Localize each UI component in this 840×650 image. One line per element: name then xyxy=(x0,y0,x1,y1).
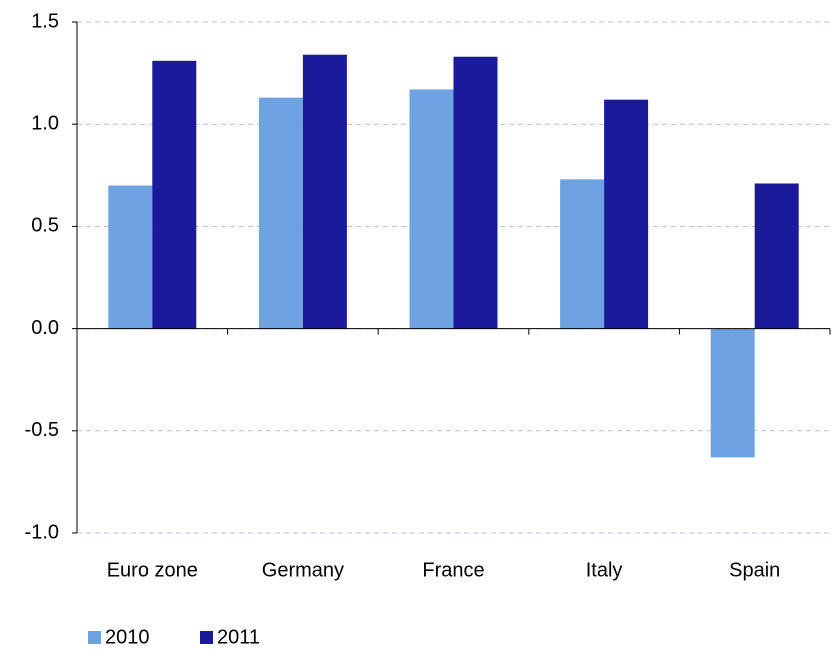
x-tick-label: Spain xyxy=(729,559,780,581)
x-tick-label: France xyxy=(422,559,484,581)
bar xyxy=(152,60,197,329)
bar xyxy=(560,179,605,329)
y-tick-label: 1.0 xyxy=(31,112,59,134)
bar xyxy=(710,328,755,458)
bar xyxy=(754,183,799,329)
y-tick-label: 0.5 xyxy=(31,215,59,237)
y-tick-label: -0.5 xyxy=(25,419,59,441)
y-tick-label: 0.0 xyxy=(31,317,59,339)
y-tick-label: 1.5 xyxy=(31,10,59,32)
x-tick-label: Italy xyxy=(586,559,623,581)
y-tick-label: -1.0 xyxy=(25,521,59,543)
x-tick-label: Euro zone xyxy=(107,559,198,581)
legend-swatch xyxy=(200,631,213,644)
x-tick-label: Germany xyxy=(262,559,344,581)
legend-label: 2010 xyxy=(105,626,150,648)
bar xyxy=(604,99,649,329)
legend-label: 2011 xyxy=(217,626,260,648)
bar xyxy=(453,56,498,329)
bar xyxy=(258,97,303,329)
bar xyxy=(302,54,347,329)
bar xyxy=(409,89,454,329)
bar xyxy=(108,185,153,329)
legend-swatch xyxy=(88,631,101,644)
